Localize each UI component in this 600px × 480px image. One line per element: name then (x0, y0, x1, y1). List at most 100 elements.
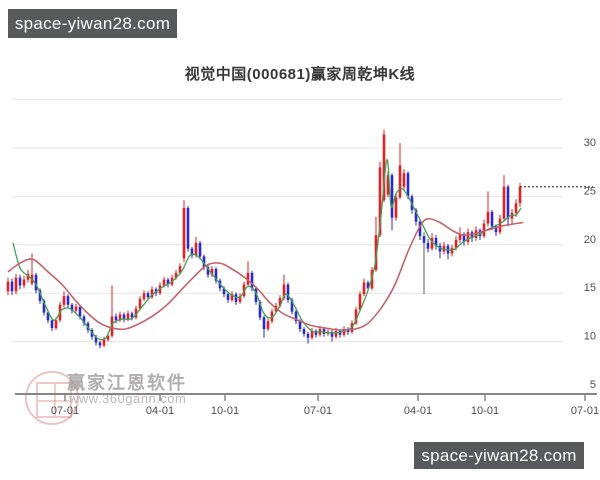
candle-up (374, 235, 378, 270)
y-axis-label: 20 (584, 234, 596, 246)
y-axis-label: 5 (590, 379, 596, 391)
candle-down (202, 256, 206, 268)
candle-down (422, 236, 426, 243)
candle-up (150, 289, 154, 298)
y-axis-label: 30 (584, 137, 596, 149)
candle-up (182, 208, 186, 259)
candle-up (458, 234, 462, 240)
candle-down (366, 282, 370, 289)
candle-up (402, 173, 406, 187)
candle-down (258, 301, 262, 318)
long-moving-average-line (7, 217, 524, 331)
candle-down (114, 316, 118, 321)
candle-down (506, 186, 510, 219)
candle-up (362, 282, 366, 295)
candle-down (250, 272, 254, 289)
candle-up (118, 314, 122, 321)
candle-up (382, 134, 386, 201)
candle-down (222, 288, 226, 295)
candle-up (134, 308, 138, 318)
candle-down (286, 284, 290, 300)
candle-down (186, 208, 190, 249)
candle-down (478, 230, 482, 237)
candle-up (54, 320, 58, 329)
candle-down (490, 211, 494, 227)
candle-up (194, 242, 198, 256)
candle-up (126, 313, 130, 320)
candle-down (130, 313, 134, 318)
candle-up (138, 299, 142, 309)
candle-up (162, 279, 166, 286)
candle-down (294, 311, 298, 322)
short-term-line (12, 158, 522, 341)
candle-up (106, 335, 110, 340)
candle-up (386, 175, 390, 195)
candle-up (398, 165, 402, 198)
candle-down (66, 296, 70, 305)
candle-down (330, 331, 334, 337)
candle-down (38, 290, 42, 301)
candle-up (502, 186, 506, 219)
x-axis-label: 10-01 (471, 405, 499, 417)
candle-up (518, 186, 522, 204)
candle-up (178, 266, 182, 273)
candle-down (302, 329, 306, 334)
candle-down (42, 300, 46, 313)
candle-up (238, 296, 242, 302)
candle-up (310, 330, 314, 338)
candle-down (438, 245, 442, 252)
candle-down (82, 316, 86, 324)
candle-down (214, 269, 218, 281)
x-axis-label: 10-01 (211, 405, 239, 417)
candle-down (10, 281, 14, 292)
candle-up (514, 203, 518, 213)
candle-down (414, 209, 418, 222)
candle-up (26, 273, 30, 280)
candle-up (102, 339, 106, 346)
candle-up (142, 293, 146, 300)
candle-down (198, 242, 202, 257)
candle-down (234, 294, 238, 302)
candle-down (434, 238, 438, 246)
x-axis-label: 04-01 (404, 405, 432, 417)
candle-down (290, 299, 294, 312)
candle-up (246, 272, 250, 285)
candle-up (62, 296, 66, 305)
candle-up (270, 311, 274, 322)
candle-up (210, 269, 214, 275)
page-title: 视觉中国(000681)赢家周乾坤K线 (184, 66, 416, 83)
candle-down (122, 314, 126, 320)
candle-down (322, 329, 326, 334)
candle-up (174, 272, 178, 278)
candle-down (226, 294, 230, 300)
y-axis-label: 15 (584, 282, 596, 294)
x-axis-label: 07-01 (51, 405, 79, 417)
candle-up (454, 239, 458, 248)
candle-down (18, 277, 22, 286)
candle-up (482, 223, 486, 237)
candle-up (394, 197, 398, 218)
candle-up (430, 238, 434, 249)
candle-down (94, 336, 98, 343)
x-axis-label: 04-01 (146, 405, 174, 417)
x-axis-label: 07-01 (304, 405, 332, 417)
brand-name: 赢家江恩软件 (67, 373, 187, 393)
candle-up (474, 230, 478, 239)
candle-up (230, 294, 234, 300)
candle-down (254, 288, 258, 302)
candle-down (190, 248, 194, 256)
candle-down (298, 321, 302, 330)
candle-down (314, 330, 318, 335)
candle-up (282, 284, 286, 299)
candle-up (354, 309, 358, 324)
candle-up (486, 211, 490, 224)
candle-down (262, 317, 266, 330)
candle-up (74, 306, 78, 311)
y-axis-label: 25 (584, 185, 596, 197)
candle-down (70, 304, 74, 311)
candle-down (146, 293, 150, 298)
candle-down (98, 342, 102, 346)
candle-up (278, 298, 282, 306)
